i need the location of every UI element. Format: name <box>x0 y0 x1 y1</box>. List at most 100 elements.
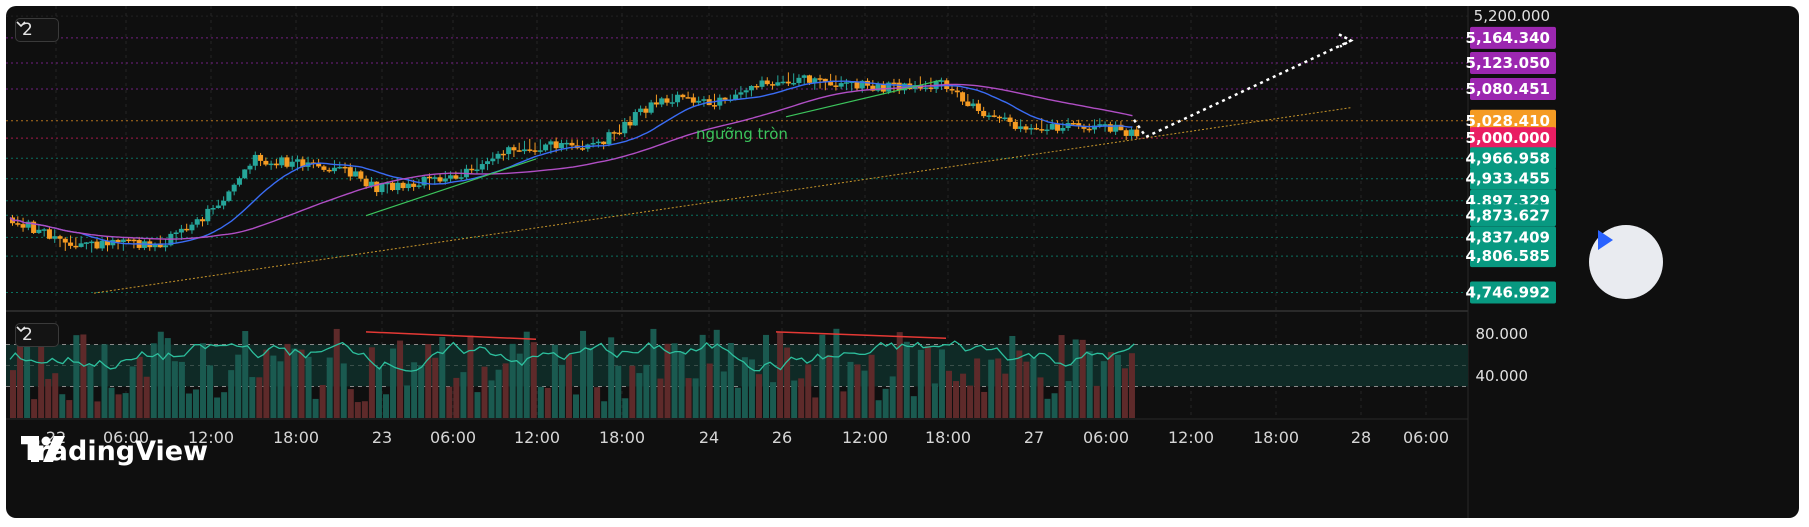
volume-bar <box>1051 393 1058 418</box>
volume-bar <box>713 329 720 418</box>
candle-body <box>543 144 549 151</box>
candle-body <box>479 164 485 170</box>
candle-body <box>553 141 559 149</box>
candle-body <box>120 239 126 243</box>
candle-body <box>258 154 264 161</box>
candle-body <box>390 182 396 191</box>
chart-canvas[interactable]: 2 2 06:00 12:00 18:00 23 06:00 12:00 18:00 24 26 12… <box>6 6 1799 518</box>
volume-bar <box>706 363 713 418</box>
volume-bar <box>101 344 108 418</box>
candle-body <box>41 229 47 231</box>
candle-body <box>331 167 337 172</box>
price-tag <box>1470 245 1556 268</box>
candle-body <box>833 85 839 87</box>
volume-bar <box>558 364 565 418</box>
candle-body <box>854 81 860 89</box>
volume-bar <box>122 393 129 418</box>
candle-body <box>690 97 696 103</box>
price-tag-label: 4,746.992 <box>1466 284 1550 302</box>
candle-body <box>775 82 781 86</box>
price-tag <box>1470 109 1556 132</box>
volume-bar <box>896 332 903 418</box>
candle-body <box>796 77 802 83</box>
volume-bar <box>221 392 228 418</box>
volume-bar <box>509 343 516 418</box>
candle-body <box>680 94 686 98</box>
volume-bar <box>340 363 347 418</box>
candle-body <box>1102 124 1108 126</box>
volume-bar <box>136 356 143 418</box>
volume-bar <box>755 374 762 418</box>
price-tag <box>1470 226 1556 249</box>
volume-bar <box>565 354 572 418</box>
x-tick-label: 27 <box>1024 428 1044 447</box>
candle-body <box>31 221 37 233</box>
volume-bar <box>326 357 333 418</box>
candle-body <box>453 175 459 179</box>
volume-bar <box>298 349 305 418</box>
candle-body <box>627 121 633 126</box>
candle-body <box>511 147 517 151</box>
candle-body <box>738 92 744 95</box>
candle-body <box>590 142 596 145</box>
candle-body <box>801 75 807 78</box>
candle-body <box>891 82 897 85</box>
volume-bar <box>66 400 73 418</box>
candle-body <box>173 232 179 234</box>
candle-body <box>886 82 892 92</box>
volume-bar <box>354 402 361 418</box>
price-tag-label: 5,000.000 <box>1466 129 1550 147</box>
replay-play-button[interactable] <box>1589 225 1663 299</box>
candle-body <box>711 105 717 107</box>
candle-body <box>184 228 190 231</box>
volume-bar <box>263 349 270 418</box>
volume-bar <box>1128 353 1135 418</box>
candle-body <box>1060 128 1066 131</box>
candle-body <box>25 221 31 228</box>
indicator-pane-collapse-button[interactable]: 2 <box>15 323 59 347</box>
candle-body <box>353 171 359 177</box>
volume-bar <box>375 367 382 418</box>
candle-body <box>36 229 42 233</box>
volume-bar <box>523 331 530 418</box>
x-tick-label: 18:00 <box>599 428 645 447</box>
x-tick-label: 26 <box>772 428 792 447</box>
volume-bar <box>481 366 488 418</box>
main-pane-collapse-button[interactable]: 2 <box>15 18 59 42</box>
price-tag <box>1470 281 1556 304</box>
volume-bar <box>777 332 784 418</box>
candle-body <box>843 82 849 84</box>
volume-bar <box>1079 339 1086 418</box>
candle-body <box>374 181 380 193</box>
volume-bar <box>1100 361 1107 418</box>
volume-bar <box>615 365 622 418</box>
candle-body <box>421 176 427 186</box>
chart-frame: 2 2 06:00 12:00 18:00 23 06:00 12:00 18:00 24 26 12… <box>6 6 1799 518</box>
volume-bar <box>608 337 615 418</box>
candle-body <box>558 143 564 149</box>
x-tick-label: 06:00 <box>430 428 476 447</box>
volume-bar <box>530 342 537 418</box>
volume-bar <box>207 365 214 418</box>
price-tag-label: 4,837.409 <box>1466 228 1550 246</box>
candle-body <box>1134 129 1140 137</box>
volume-bar <box>580 330 587 418</box>
price-tag <box>1470 204 1556 227</box>
volume-bar <box>770 382 777 418</box>
volume-bar <box>164 338 171 418</box>
candle-body <box>300 159 306 167</box>
volume-bar <box>115 394 122 418</box>
volume-bar <box>1107 352 1114 418</box>
candle-body <box>105 240 111 246</box>
candle-body <box>231 184 237 192</box>
volume-bar <box>488 380 495 418</box>
candle-body <box>405 183 411 189</box>
volume-bar <box>73 335 80 418</box>
x-tick-label: 24 <box>699 428 719 447</box>
candle-body <box>157 243 163 248</box>
volume-bar <box>812 397 819 418</box>
candle-body <box>490 158 496 162</box>
volume-bar <box>291 348 298 418</box>
candle-body <box>1018 126 1024 129</box>
volume-bar <box>727 343 734 418</box>
